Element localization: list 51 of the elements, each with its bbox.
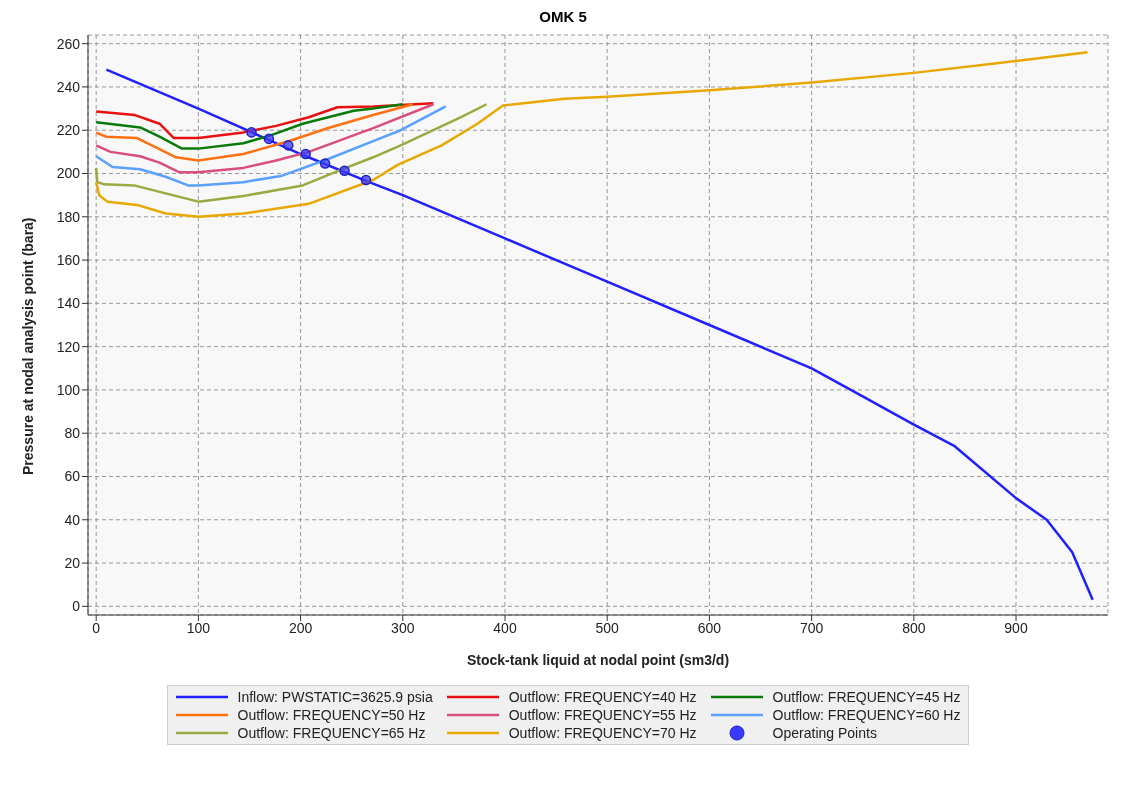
legend-label: Operating Points — [772, 725, 877, 741]
y-tick-label: 160 — [56, 252, 81, 269]
line-series — [94, 51, 1089, 219]
y-tick-label: 220 — [56, 122, 81, 139]
x-tick-label: 800 — [902, 619, 926, 636]
x-tick-label: 100 — [186, 619, 211, 636]
y-tick-label: 120 — [56, 338, 81, 355]
y-tick-label: 0 — [72, 598, 81, 615]
y-tick-label: 60 — [64, 468, 81, 485]
x-tick-label: 300 — [391, 619, 415, 636]
legend-label: Outflow: FREQUENCY=45 Hz — [772, 689, 961, 705]
line-series — [94, 103, 488, 203]
point — [319, 158, 331, 169]
x-tick-label: 900 — [1004, 619, 1028, 636]
point — [246, 127, 257, 138]
point — [283, 140, 294, 151]
legend-label: Outflow: FREQUENCY=50 Hz — [237, 707, 426, 723]
y-axis-title: Pressure at nodal analysis point (bara) — [19, 217, 36, 475]
x-tick-label: 700 — [799, 619, 824, 636]
legend-label: Outflow: FREQUENCY=60 Hz — [772, 707, 961, 723]
y-tick-label: 40 — [64, 511, 81, 528]
line-series — [94, 103, 435, 174]
y-tick-label: 80 — [64, 425, 81, 442]
line-series — [94, 105, 447, 187]
point — [339, 165, 350, 176]
y-tick-label: 200 — [56, 165, 81, 182]
legend-label: Outflow: FREQUENCY=40 Hz — [508, 689, 697, 705]
legend-label: Outflow: FREQUENCY=65 Hz — [237, 725, 426, 741]
x-tick-label: 200 — [288, 619, 313, 636]
point — [263, 133, 275, 145]
chart-title: OMK 5 — [538, 8, 588, 25]
line-series — [94, 103, 415, 162]
line-series — [105, 68, 1094, 602]
x-tick-label: 500 — [595, 619, 620, 636]
y-tick-label: 100 — [56, 381, 81, 398]
legend-label: Inflow: PWSTATIC=3625.9 psia — [237, 689, 433, 705]
line-series — [94, 103, 405, 150]
x-tick-label: 0 — [92, 619, 101, 636]
line-series — [94, 101, 435, 140]
y-tick-label: 20 — [64, 555, 81, 572]
point — [360, 174, 372, 186]
x-tick-label: 600 — [697, 619, 722, 636]
x-tick-label: 400 — [493, 619, 517, 636]
legend-label: Outflow: FREQUENCY=70 Hz — [508, 725, 697, 741]
y-tick-label: 140 — [56, 295, 81, 312]
y-tick-label: 240 — [56, 78, 81, 95]
y-tick-label: 260 — [56, 35, 81, 52]
point — [300, 148, 311, 160]
y-tick-label: 180 — [56, 208, 81, 225]
legend-label: Outflow: FREQUENCY=55 Hz — [508, 707, 697, 723]
x-axis-title: Stock-tank liquid at nodal point (sm3/d) — [466, 652, 730, 668]
